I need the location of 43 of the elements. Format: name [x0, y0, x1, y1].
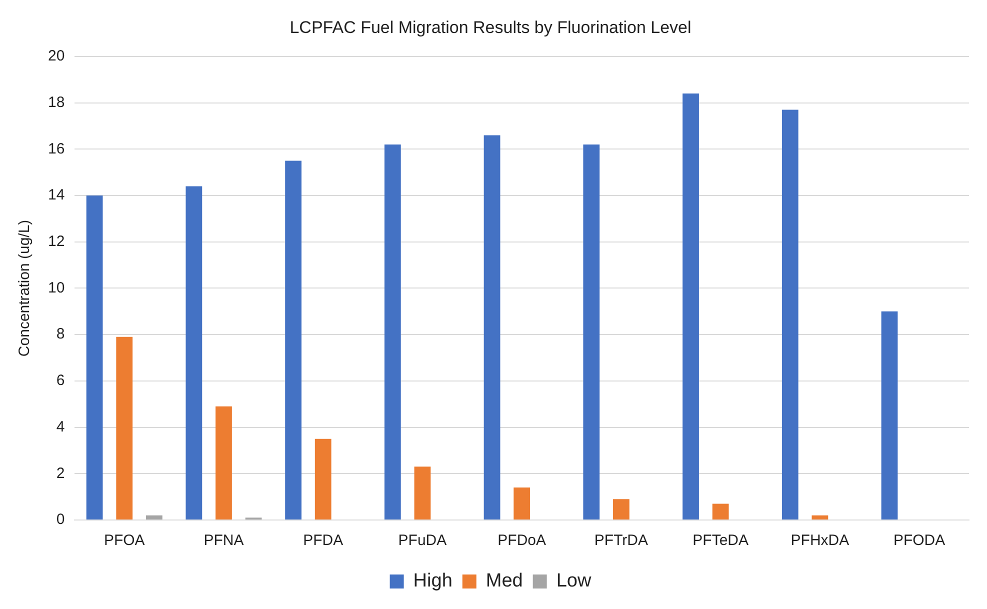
y-tick-label: 8: [56, 326, 65, 343]
y-tick-label: 16: [48, 140, 65, 158]
bar: [583, 144, 600, 520]
x-tick-label: PFTrDA: [594, 532, 648, 550]
legend-label: Low: [556, 570, 592, 592]
x-tick-label: PFHxDA: [790, 532, 850, 550]
x-tick-label: PFOA: [104, 532, 145, 550]
bar: [285, 160, 302, 520]
y-tick-label: 18: [48, 94, 65, 111]
y-tick-label: 4: [56, 418, 65, 436]
y-axis-title: Concentration (ug/L): [16, 220, 34, 357]
bar: [384, 144, 401, 520]
bar: [712, 504, 729, 520]
y-tick-label: 14: [48, 186, 65, 204]
bar: [86, 195, 103, 520]
bar: [186, 186, 202, 520]
bar: [881, 311, 898, 520]
bar: [484, 135, 500, 520]
bar: [414, 466, 431, 520]
x-tick-label: PFTeDA: [692, 532, 749, 550]
x-tick-label: PFDoA: [498, 532, 546, 550]
y-tick-label: 20: [48, 48, 65, 65]
y-tick-label: 10: [48, 279, 65, 296]
bar: [314, 438, 332, 520]
bar: [782, 110, 798, 520]
bar: [146, 515, 162, 520]
bar: [116, 336, 133, 520]
x-tick-label: PFDA: [303, 532, 344, 550]
y-tick-label: 12: [48, 232, 65, 250]
y-tick-label: 0: [56, 511, 65, 528]
bar: [613, 499, 630, 520]
x-tick-label: PFuDA: [398, 532, 447, 550]
bar: [216, 406, 232, 520]
bar: [812, 515, 828, 520]
y-tick-label: 2: [56, 464, 65, 482]
bar: [682, 93, 699, 520]
x-tick-label: PFODA: [893, 532, 946, 550]
legend-label: High: [413, 570, 452, 592]
legend-label: Med: [486, 570, 523, 592]
y-tick-label: 6: [56, 372, 65, 390]
bar: [514, 488, 530, 520]
x-tick-label: PFNA: [204, 532, 244, 550]
chart-title: LCPFAC Fuel Migration Results by Fluorination Level: [290, 18, 692, 37]
